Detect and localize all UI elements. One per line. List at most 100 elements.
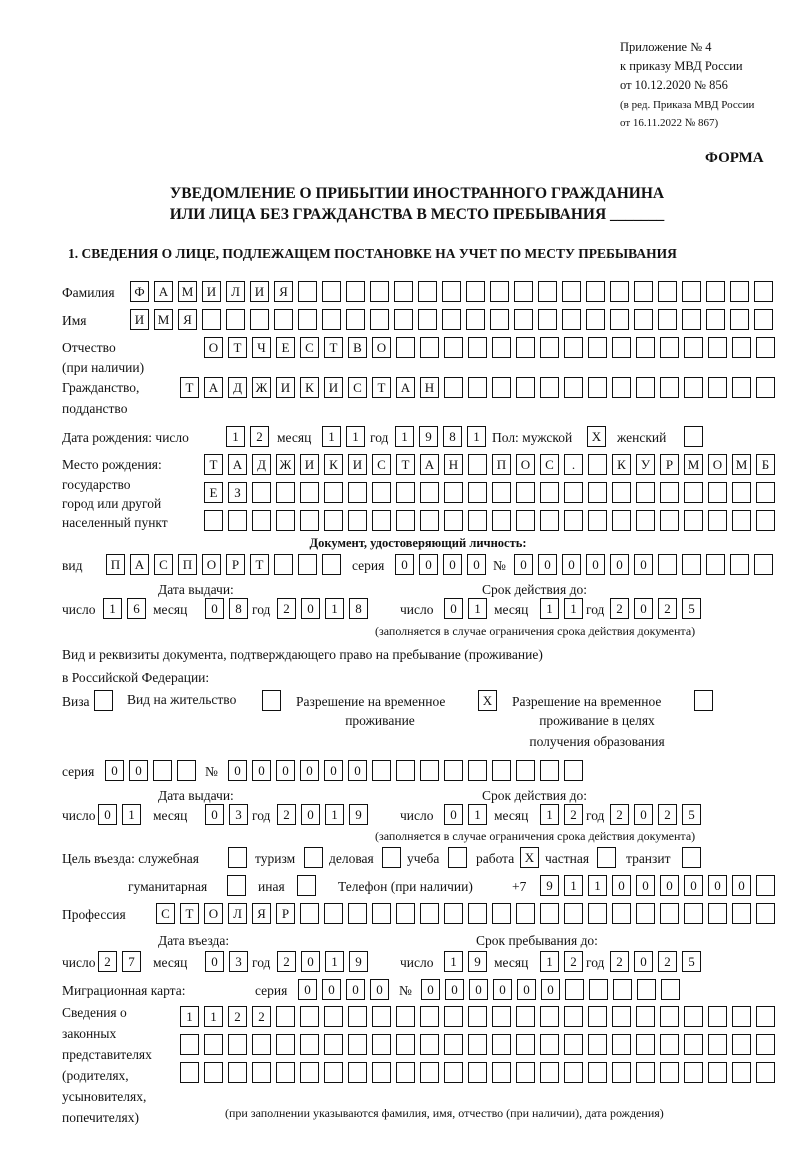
char-box[interactable]: 1 (564, 875, 583, 896)
char-box[interactable]: 1 (468, 598, 487, 619)
char-box[interactable] (730, 554, 749, 575)
char-box[interactable] (684, 482, 703, 503)
char-box[interactable] (637, 979, 656, 1000)
char-box[interactable]: В (348, 337, 367, 358)
char-box[interactable]: 1 (588, 875, 607, 896)
char-box[interactable]: 0 (301, 951, 320, 972)
char-box[interactable] (348, 1034, 367, 1055)
char-box[interactable] (516, 1062, 535, 1083)
char-box[interactable] (516, 760, 535, 781)
char-box[interactable] (492, 1006, 511, 1027)
char-box[interactable] (300, 1034, 319, 1055)
char-box[interactable]: 0 (634, 554, 653, 575)
char-box[interactable] (180, 1062, 199, 1083)
char-box[interactable] (756, 377, 775, 398)
char-box[interactable]: Д (228, 377, 247, 398)
char-box[interactable] (636, 337, 655, 358)
char-box[interactable]: С (372, 454, 391, 475)
char-box[interactable] (372, 510, 391, 531)
char-box[interactable] (540, 510, 559, 531)
char-box[interactable]: Я (178, 309, 197, 330)
char-box[interactable] (252, 510, 271, 531)
char-box[interactable]: 0 (634, 804, 653, 825)
char-box[interactable]: М (178, 281, 197, 302)
char-box[interactable]: 0 (301, 598, 320, 619)
char-box[interactable] (708, 1034, 727, 1055)
char-box[interactable]: У (636, 454, 655, 475)
char-box[interactable]: 0 (493, 979, 512, 1000)
char-box[interactable] (492, 482, 511, 503)
char-box[interactable] (588, 903, 607, 924)
char-box[interactable] (562, 309, 581, 330)
char-box[interactable]: 2 (610, 598, 629, 619)
char-box[interactable] (658, 281, 677, 302)
char-box[interactable] (442, 309, 461, 330)
char-box[interactable] (588, 1062, 607, 1083)
representatives-field[interactable] (180, 1034, 775, 1055)
char-box[interactable]: Я (274, 281, 293, 302)
char-box[interactable] (420, 1034, 439, 1055)
char-box[interactable]: 2 (277, 951, 296, 972)
char-box[interactable] (396, 1062, 415, 1083)
char-box[interactable] (180, 1034, 199, 1055)
char-box[interactable] (420, 903, 439, 924)
char-box[interactable] (732, 377, 751, 398)
char-box[interactable]: Ж (276, 454, 295, 475)
char-box[interactable] (396, 482, 415, 503)
char-box[interactable] (444, 760, 463, 781)
char-box[interactable] (177, 760, 196, 781)
char-box[interactable] (684, 337, 703, 358)
char-box[interactable]: X (520, 847, 539, 868)
char-box[interactable] (300, 903, 319, 924)
char-box[interactable] (661, 979, 680, 1000)
char-box[interactable] (732, 337, 751, 358)
char-box[interactable] (300, 510, 319, 531)
char-box[interactable]: С (154, 554, 173, 575)
char-box[interactable] (540, 760, 559, 781)
char-box[interactable]: 2 (658, 804, 677, 825)
char-box[interactable]: Л (226, 281, 245, 302)
birth-place-field[interactable] (204, 510, 775, 531)
char-box[interactable]: 0 (348, 760, 367, 781)
char-box[interactable] (420, 760, 439, 781)
char-box[interactable]: 8 (229, 598, 248, 619)
char-box[interactable] (588, 1006, 607, 1027)
char-box[interactable]: 0 (98, 804, 117, 825)
char-box[interactable] (756, 482, 775, 503)
char-box[interactable]: М (154, 309, 173, 330)
char-box[interactable] (610, 281, 629, 302)
char-box[interactable]: 1 (540, 804, 559, 825)
char-box[interactable]: 0 (517, 979, 536, 1000)
char-box[interactable] (682, 309, 701, 330)
char-box[interactable]: Е (204, 482, 223, 503)
char-box[interactable] (348, 1062, 367, 1083)
char-box[interactable] (274, 309, 293, 330)
char-box[interactable]: 9 (349, 804, 368, 825)
char-box[interactable] (444, 1062, 463, 1083)
char-box[interactable] (564, 482, 583, 503)
char-box[interactable] (586, 281, 605, 302)
char-box[interactable] (588, 510, 607, 531)
char-box[interactable]: Е (276, 337, 295, 358)
char-box[interactable] (348, 510, 367, 531)
purpose-business-checkbox[interactable] (382, 847, 401, 868)
char-box[interactable]: Р (660, 454, 679, 475)
char-box[interactable] (382, 847, 401, 868)
char-box[interactable] (492, 337, 511, 358)
purpose-study-checkbox[interactable] (448, 847, 467, 868)
char-box[interactable] (322, 281, 341, 302)
char-box[interactable]: 2 (250, 426, 269, 447)
char-box[interactable] (444, 510, 463, 531)
char-box[interactable]: 1 (467, 426, 486, 447)
char-box[interactable] (304, 847, 323, 868)
